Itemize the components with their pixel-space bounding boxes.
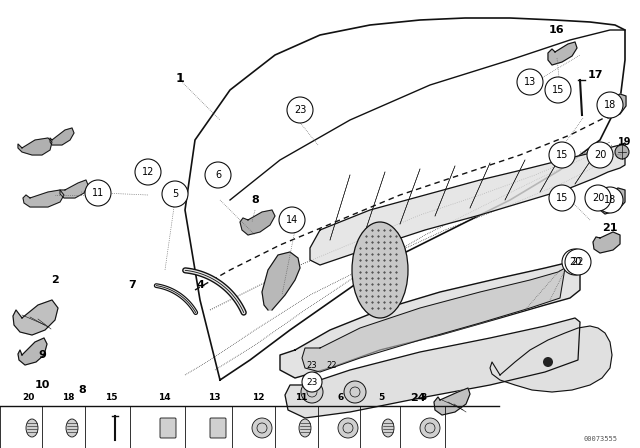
Text: 6: 6 xyxy=(215,170,221,180)
Text: 00073555: 00073555 xyxy=(584,436,618,442)
Polygon shape xyxy=(23,190,64,207)
Polygon shape xyxy=(598,188,625,214)
Text: 15: 15 xyxy=(105,393,118,402)
Circle shape xyxy=(85,180,111,206)
Text: 5: 5 xyxy=(378,393,384,402)
Text: 16: 16 xyxy=(548,25,564,35)
Text: 18: 18 xyxy=(604,100,616,110)
Text: 8: 8 xyxy=(78,385,86,395)
Text: 3: 3 xyxy=(420,393,426,402)
Text: 14: 14 xyxy=(286,215,298,225)
Ellipse shape xyxy=(299,419,311,437)
Text: 4: 4 xyxy=(196,280,204,290)
Circle shape xyxy=(344,381,366,403)
Polygon shape xyxy=(593,232,620,253)
Polygon shape xyxy=(13,300,58,335)
Text: 20: 20 xyxy=(569,257,581,267)
Circle shape xyxy=(545,77,571,103)
Polygon shape xyxy=(280,258,580,378)
Polygon shape xyxy=(262,252,300,310)
Circle shape xyxy=(597,92,623,118)
Text: 24: 24 xyxy=(410,393,426,403)
Ellipse shape xyxy=(26,419,38,437)
Text: 23: 23 xyxy=(294,105,306,115)
Text: 21: 21 xyxy=(602,223,618,233)
Circle shape xyxy=(301,381,323,403)
Text: 15: 15 xyxy=(556,193,568,203)
Circle shape xyxy=(565,249,591,275)
Text: 15: 15 xyxy=(552,85,564,95)
Text: 15: 15 xyxy=(556,150,568,160)
Polygon shape xyxy=(490,326,612,392)
Polygon shape xyxy=(50,128,74,145)
Text: 14: 14 xyxy=(158,393,171,402)
Circle shape xyxy=(543,357,553,367)
Text: 13: 13 xyxy=(208,393,221,402)
Circle shape xyxy=(549,185,575,211)
Text: 6: 6 xyxy=(338,393,344,402)
Text: 22: 22 xyxy=(572,257,584,267)
Text: 12: 12 xyxy=(252,393,264,402)
Circle shape xyxy=(287,97,313,123)
Circle shape xyxy=(587,142,613,168)
Circle shape xyxy=(517,69,543,95)
Circle shape xyxy=(205,162,231,188)
Text: 19: 19 xyxy=(618,137,632,147)
Circle shape xyxy=(302,372,322,392)
Polygon shape xyxy=(18,138,52,155)
Polygon shape xyxy=(434,388,470,415)
FancyBboxPatch shape xyxy=(160,418,176,438)
FancyBboxPatch shape xyxy=(210,418,226,438)
Text: 11: 11 xyxy=(92,188,104,198)
Text: 10: 10 xyxy=(35,380,50,390)
Circle shape xyxy=(562,249,588,275)
Text: 17: 17 xyxy=(588,70,603,80)
Text: 7: 7 xyxy=(128,280,136,290)
Text: 18: 18 xyxy=(604,195,616,205)
Polygon shape xyxy=(240,210,275,235)
Circle shape xyxy=(597,187,623,213)
Text: 2: 2 xyxy=(51,275,59,285)
Text: 23: 23 xyxy=(307,361,317,370)
Text: 9: 9 xyxy=(38,350,46,360)
Circle shape xyxy=(615,145,629,159)
Text: 8: 8 xyxy=(251,195,259,205)
Circle shape xyxy=(420,418,440,438)
Polygon shape xyxy=(285,318,580,418)
Text: 20: 20 xyxy=(592,193,604,203)
Ellipse shape xyxy=(382,419,394,437)
Ellipse shape xyxy=(66,419,78,437)
Polygon shape xyxy=(60,180,88,198)
Text: 20: 20 xyxy=(594,150,606,160)
Polygon shape xyxy=(18,338,47,365)
Circle shape xyxy=(549,142,575,168)
Text: 18: 18 xyxy=(62,393,74,402)
Circle shape xyxy=(135,159,161,185)
Circle shape xyxy=(338,418,358,438)
Text: 12: 12 xyxy=(142,167,154,177)
Polygon shape xyxy=(310,143,625,265)
Text: 23: 23 xyxy=(307,378,317,387)
Text: 13: 13 xyxy=(524,77,536,87)
Text: 22: 22 xyxy=(327,361,337,370)
Text: 1: 1 xyxy=(175,72,184,85)
Polygon shape xyxy=(548,42,577,65)
Circle shape xyxy=(162,181,188,207)
Polygon shape xyxy=(602,94,626,118)
Polygon shape xyxy=(302,268,565,372)
Text: 20: 20 xyxy=(22,393,35,402)
Circle shape xyxy=(252,418,272,438)
Circle shape xyxy=(585,185,611,211)
Text: 11: 11 xyxy=(295,393,307,402)
Text: 5: 5 xyxy=(172,189,178,199)
Circle shape xyxy=(279,207,305,233)
Ellipse shape xyxy=(352,222,408,318)
